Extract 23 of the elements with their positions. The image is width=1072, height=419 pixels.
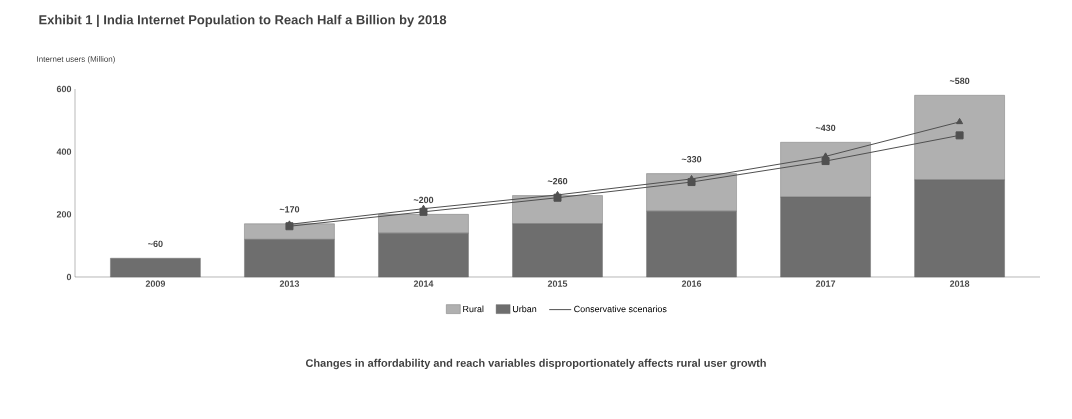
y-tick-label: 200 — [56, 211, 72, 218]
x-tick-label: 2014 — [413, 280, 434, 287]
x-tick-label: 2013 — [279, 280, 300, 287]
total-label: ~430 — [815, 124, 836, 132]
legend-label: Urban — [512, 305, 537, 313]
y-tick-label: 600 — [56, 85, 72, 93]
x-tick-label: 2018 — [949, 280, 970, 287]
x-tick-label: 2015 — [547, 280, 568, 287]
total-label: ~200 — [413, 196, 434, 204]
text: Changes in affordability and reach variables disproportionately affects rural user growth — [305, 358, 766, 370]
total-label: ~330 — [681, 156, 702, 163]
x-tick-label: 2009 — [145, 280, 166, 287]
legend-label: Rural — [463, 305, 484, 313]
x-tick-label: 2016 — [681, 280, 702, 287]
legend-label: Conservative scenarios — [574, 305, 667, 313]
total-label: ~260 — [547, 177, 568, 185]
total-label: ~60 — [148, 240, 163, 248]
y-tick-label: 0 — [66, 273, 72, 281]
total-label: ~580 — [949, 77, 970, 85]
total-label: ~170 — [279, 206, 300, 213]
y-tick-label: 400 — [56, 148, 72, 155]
x-tick-label: 2017 — [815, 280, 836, 287]
chart-title: Exhibit 1 | India Internet Population to Reach Half a Billion by 2018 — [39, 14, 447, 28]
